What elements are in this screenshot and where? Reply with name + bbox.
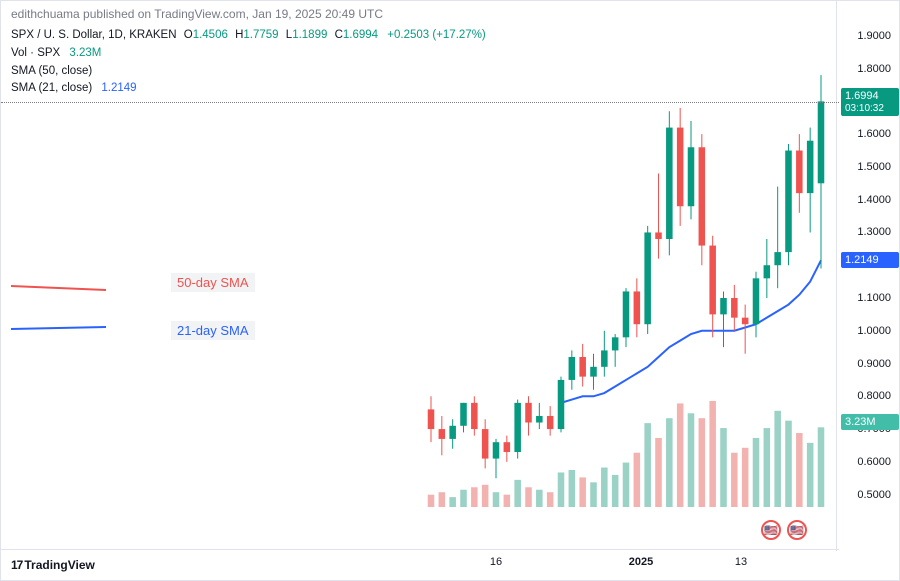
x-axis-tick: 16 <box>490 556 502 568</box>
y-axis-tick: 1.3000 <box>857 226 891 238</box>
y-axis-tick: 1.6000 <box>857 128 891 140</box>
x-axis-tick: 2025 <box>629 556 653 568</box>
x-axis-tick: 13 <box>735 556 747 568</box>
y-axis-tick: 1.4000 <box>857 194 891 206</box>
tradingview-logo: 17TradingView <box>11 558 95 572</box>
y-axis-tick: 1.9000 <box>857 30 891 42</box>
tv-glyph-icon: 17 <box>11 558 22 572</box>
y-axis-tick: 0.5000 <box>857 489 891 501</box>
y-axis-tick: 1.8000 <box>857 63 891 75</box>
sma21-price-tag: 1.2149 <box>841 252 899 268</box>
flag-badge-icon[interactable]: 🇺🇸 <box>761 520 781 540</box>
last-price-line <box>1 102 839 103</box>
y-axis-tick: 1.0000 <box>857 325 891 337</box>
brand-text: TradingView <box>24 558 94 572</box>
volume-tag: 3.23M <box>841 414 899 430</box>
y-axis-tick: 0.9000 <box>857 358 891 370</box>
y-axis[interactable]: 1.90001.80001.70001.60001.50001.40001.30… <box>837 1 899 551</box>
y-axis-tick: 1.5000 <box>857 161 891 173</box>
x-axis[interactable]: 16 2025 13 <box>1 549 839 580</box>
flag-badge-icon[interactable]: 🇺🇸 <box>787 520 807 540</box>
y-axis-tick: 1.1000 <box>857 292 891 304</box>
y-axis-tick: 0.6000 <box>857 456 891 468</box>
last-price-tag: 1.699403:10:32 <box>841 88 899 116</box>
y-axis-tick: 0.8000 <box>857 390 891 402</box>
price-chart[interactable] <box>1 1 839 551</box>
